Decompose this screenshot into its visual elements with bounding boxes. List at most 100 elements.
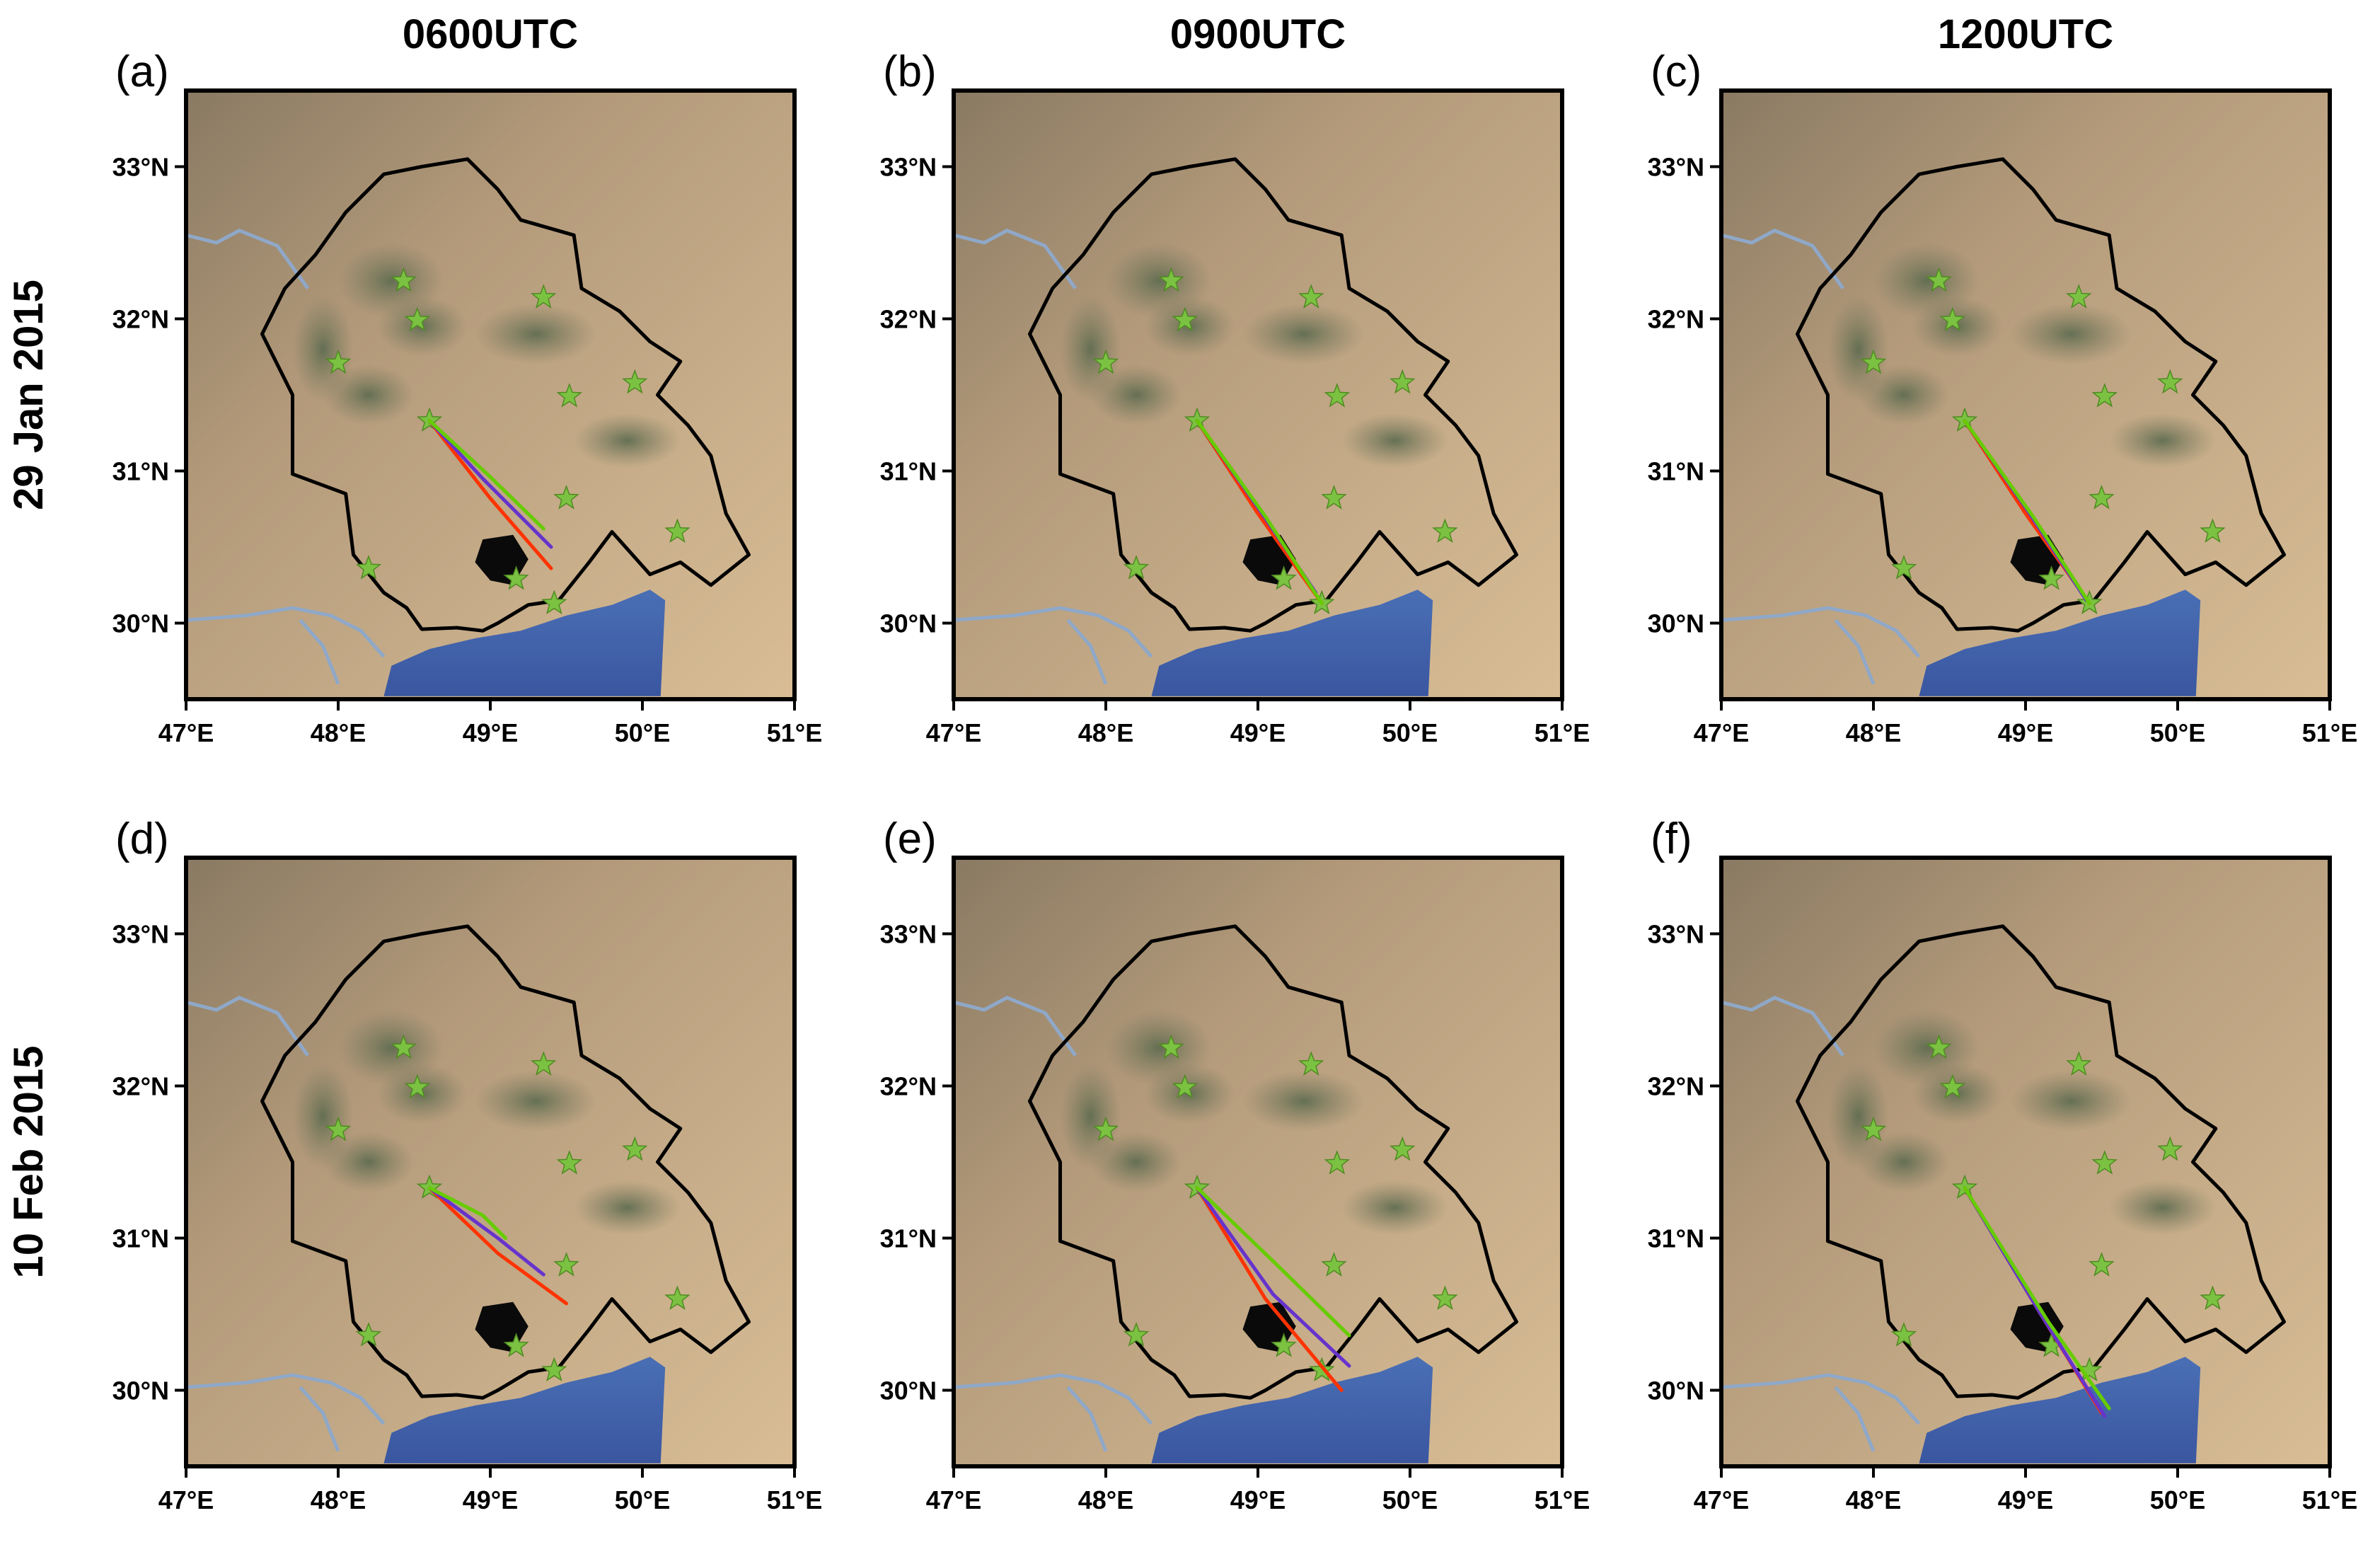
persian-gulf-sea (1919, 1357, 2201, 1463)
lat-tick-label: 31°N (112, 457, 169, 486)
lat-tick-label: 33°N (880, 153, 937, 182)
lat-tick-label: 32°N (112, 1072, 169, 1101)
river-line (186, 1373, 386, 1425)
lon-tick-label: 48°E (1078, 1485, 1133, 1514)
land-background (186, 858, 795, 1466)
province-boundary (260, 924, 751, 1400)
river-line (186, 996, 310, 1057)
station-star-icon (541, 1357, 567, 1382)
river-line (299, 1386, 340, 1452)
column-title: 0600UTC (403, 11, 578, 57)
station-star-icon (1890, 554, 1917, 580)
persian-gulf-sea (1919, 590, 2201, 696)
lat-tick-label: 30°N (112, 1376, 169, 1405)
panel-label: (a) (115, 47, 169, 96)
river-line (186, 606, 386, 658)
lat-tick-label: 33°N (1648, 153, 1704, 182)
station-star-icon (1271, 565, 1297, 590)
terrain-shading (292, 296, 354, 403)
station-star-icon (1309, 1357, 1335, 1382)
panel-label: (c) (1651, 47, 1702, 96)
lon-tick-label: 49°E (463, 1485, 518, 1514)
station-star-icon (391, 267, 417, 292)
terrain-shading (2109, 413, 2216, 468)
terrain-shading (1060, 1063, 1121, 1170)
lon-tick-label: 51°E (1535, 718, 1590, 747)
lat-tick-label: 30°N (1648, 1376, 1704, 1405)
lon-tick-label: 48°E (1846, 1485, 1901, 1514)
station-star-icon (556, 383, 583, 408)
lon-tick-label: 50°E (1382, 1485, 1438, 1514)
panel-label: (d) (115, 815, 169, 863)
lat-tick-label: 33°N (112, 920, 169, 949)
row-title: 10 Feb 2015 (6, 1046, 52, 1279)
terrain-shading (2109, 1180, 2216, 1236)
station-star-icon (1123, 554, 1150, 580)
station-star-icon (531, 284, 557, 309)
station-star-icon (1321, 485, 1347, 510)
station-star-icon (2200, 1285, 2226, 1311)
station-star-icon (531, 1051, 557, 1076)
station-star-icon (2038, 565, 2064, 590)
lon-tick-label: 50°E (615, 718, 670, 747)
station-star-icon (1172, 1074, 1198, 1099)
trajectory-green (1195, 419, 1324, 606)
lon-tick-label: 51°E (767, 1485, 822, 1514)
station-star-icon (1158, 267, 1184, 292)
trajectory-red (427, 1186, 568, 1306)
persian-gulf-sea (383, 1357, 666, 1463)
lon-tick-label: 47°E (926, 718, 981, 747)
station-star-icon (2066, 284, 2092, 309)
lon-tick-label: 48°E (311, 1485, 366, 1514)
lat-tick-label: 30°N (1648, 609, 1704, 638)
land-background (1721, 858, 2330, 1466)
station-star-icon (1860, 349, 1887, 374)
lat-tick-label: 31°N (880, 457, 937, 486)
lon-tick-label: 50°E (2150, 718, 2205, 747)
province-boundary (260, 157, 751, 633)
persian-gulf-sea (1151, 1357, 1433, 1463)
station-star-icon (325, 1116, 352, 1141)
lon-tick-label: 50°E (2150, 1485, 2205, 1514)
trajectory-purple (1195, 1186, 1351, 1368)
station-star-icon (1172, 306, 1198, 332)
map-panel: (c) 47°E 48°E 49°E 50°E 51°E 30°N 31°N 32°N 33°N (1648, 47, 2358, 747)
river-line (1721, 229, 1845, 289)
province-boundary (1796, 157, 2286, 633)
station-star-icon (1123, 1321, 1150, 1347)
lon-tick-label: 51°E (767, 718, 822, 747)
station-star-icon (1092, 1116, 1119, 1141)
lat-tick-label: 32°N (880, 1072, 937, 1101)
province-boundary (1028, 157, 1518, 633)
lat-tick-label: 32°N (112, 305, 169, 334)
station-star-icon (622, 369, 648, 394)
trajectory-purple (427, 1186, 545, 1277)
station-star-icon (1926, 1034, 1952, 1059)
lat-tick-label: 32°N (1648, 305, 1704, 334)
station-star-icon (355, 554, 382, 580)
lon-tick-label: 49°E (463, 718, 518, 747)
station-star-icon (2066, 1051, 2092, 1076)
lon-tick-label: 47°E (158, 718, 214, 747)
map-area (186, 858, 795, 1466)
map-area (1721, 858, 2330, 1466)
lat-tick-label: 30°N (880, 1376, 937, 1405)
station-star-icon (1324, 383, 1351, 408)
lon-tick-label: 48°E (1078, 718, 1133, 747)
map-area (1721, 91, 2330, 699)
river-line (1721, 606, 1921, 658)
lon-tick-label: 47°E (158, 1485, 214, 1514)
station-star-icon (2089, 1252, 2115, 1277)
map-area (954, 91, 1562, 699)
terrain-shading (2010, 1071, 2132, 1132)
lon-tick-label: 48°E (1846, 718, 1901, 747)
land-background (954, 91, 1562, 699)
station-star-icon (1324, 1150, 1351, 1175)
river-line (954, 606, 1153, 658)
station-star-icon (355, 1321, 382, 1347)
lon-tick-label: 47°E (926, 1485, 981, 1514)
panel-label: (e) (883, 815, 937, 863)
land-background (186, 91, 795, 699)
trajectory-red (1195, 1186, 1344, 1392)
row-title: 29 Jan 2015 (6, 280, 52, 510)
